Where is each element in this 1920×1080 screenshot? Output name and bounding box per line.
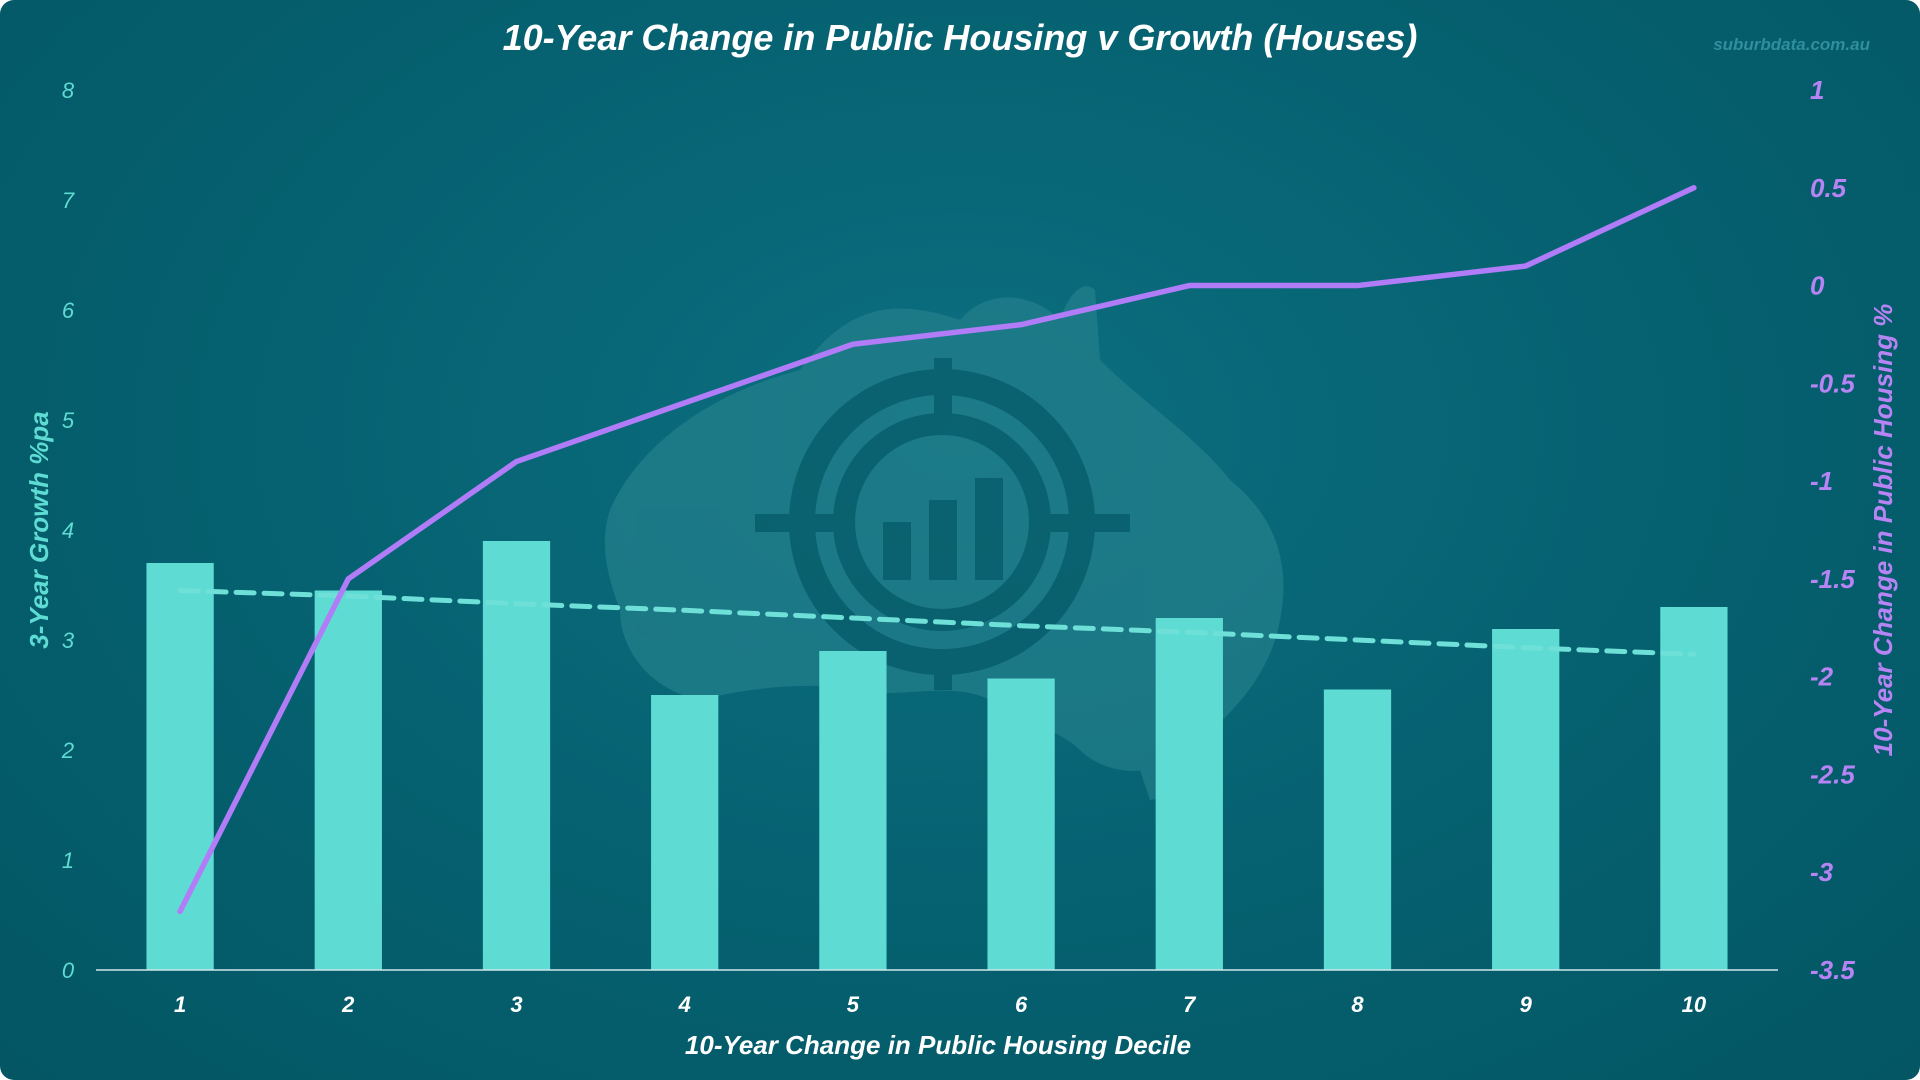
logo-bar-2 <box>929 500 957 580</box>
left-axis-tick: 4 <box>62 518 74 543</box>
x-axis-title: 10-Year Change in Public Housing Decile <box>685 1030 1191 1060</box>
logo-bar-3 <box>975 478 1003 580</box>
crosshair-top-arm <box>934 358 952 433</box>
left-axis-tick: 6 <box>62 298 75 323</box>
right-axis-tick: 1 <box>1810 75 1824 105</box>
right-axis-tick: -3.5 <box>1810 955 1855 985</box>
logo-bar-1 <box>883 522 911 580</box>
line-point <box>1355 283 1360 289</box>
x-axis-tick: 3 <box>510 992 522 1017</box>
bar <box>1492 629 1560 970</box>
line-point <box>345 576 351 582</box>
left-axis-tick: 7 <box>62 188 75 213</box>
bar <box>1323 689 1392 970</box>
right-axis-tick: -2.5 <box>1810 759 1855 789</box>
left-axis-tick: 1 <box>62 848 74 873</box>
trendline <box>177 588 1697 657</box>
line-series <box>177 185 1697 915</box>
bar <box>482 541 551 970</box>
right-axis-tick: -2 <box>1810 662 1834 692</box>
left-axis-tick: 0 <box>62 958 75 983</box>
chart-title: 10-Year Change in Public Housing v Growt… <box>503 17 1418 58</box>
right-axis-title: 10-Year Change in Public Housing % <box>1868 304 1898 757</box>
bar <box>1155 618 1223 970</box>
x-axis-tick: 10 <box>1682 992 1707 1017</box>
right-axis-tick: -0.5 <box>1810 368 1855 398</box>
line-point <box>1691 185 1697 191</box>
right-axis-tick-labels: -3.5 -3 -2.5 -2 -1.5 -1 -0.5 0 0.5 1 <box>1810 75 1855 985</box>
background-logo <box>604 286 1284 800</box>
x-axis-tick: 9 <box>1520 992 1533 1017</box>
right-axis-tick: 0 <box>1810 271 1825 301</box>
line-point <box>177 908 183 914</box>
x-axis-tick-labels: 1 2 3 4 5 6 7 8 9 10 <box>174 992 1707 1017</box>
x-axis-tick: 8 <box>1351 992 1364 1017</box>
line-point <box>1018 322 1024 328</box>
right-axis-tick: -3 <box>1810 857 1834 887</box>
bar <box>314 590 382 970</box>
crosshair-bottom-arm <box>934 660 952 690</box>
series-line <box>177 185 1697 915</box>
x-axis-tick: 6 <box>1015 992 1028 1017</box>
left-axis-tick: 3 <box>62 628 75 653</box>
line-point <box>1186 283 1192 289</box>
bar <box>651 695 719 970</box>
bar <box>1660 607 1728 970</box>
x-axis-tick: 7 <box>1183 992 1197 1017</box>
bar-series <box>146 541 1728 970</box>
bar <box>987 678 1055 970</box>
line-point <box>1523 263 1529 269</box>
x-axis-tick: 1 <box>174 992 186 1017</box>
crosshair-left-arm <box>755 514 840 532</box>
trendline-series <box>177 588 1697 657</box>
right-axis-tick: -1.5 <box>1810 564 1855 594</box>
x-axis-tick: 2 <box>341 992 355 1017</box>
line-point <box>850 341 856 347</box>
left-axis-title: 3-Year Growth %pa <box>24 411 54 648</box>
crosshair-right-arm <box>1045 514 1130 532</box>
watermark-text: suburbdata.com.au <box>1713 35 1870 54</box>
line-point <box>682 400 688 406</box>
x-axis-tick: 5 <box>847 992 860 1017</box>
left-axis-tick: 8 <box>62 78 75 103</box>
x-axis-tick: 4 <box>678 992 691 1017</box>
left-axis-tick: 5 <box>62 408 75 433</box>
bar <box>819 651 887 970</box>
right-axis-tick: -1 <box>1810 466 1833 496</box>
right-axis-tick: 0.5 <box>1810 173 1847 203</box>
line-point <box>514 459 519 465</box>
left-axis-tick: 2 <box>61 738 74 763</box>
left-axis-tick-labels: 0 1 2 3 4 5 6 7 8 <box>61 78 75 983</box>
bar <box>146 563 214 970</box>
